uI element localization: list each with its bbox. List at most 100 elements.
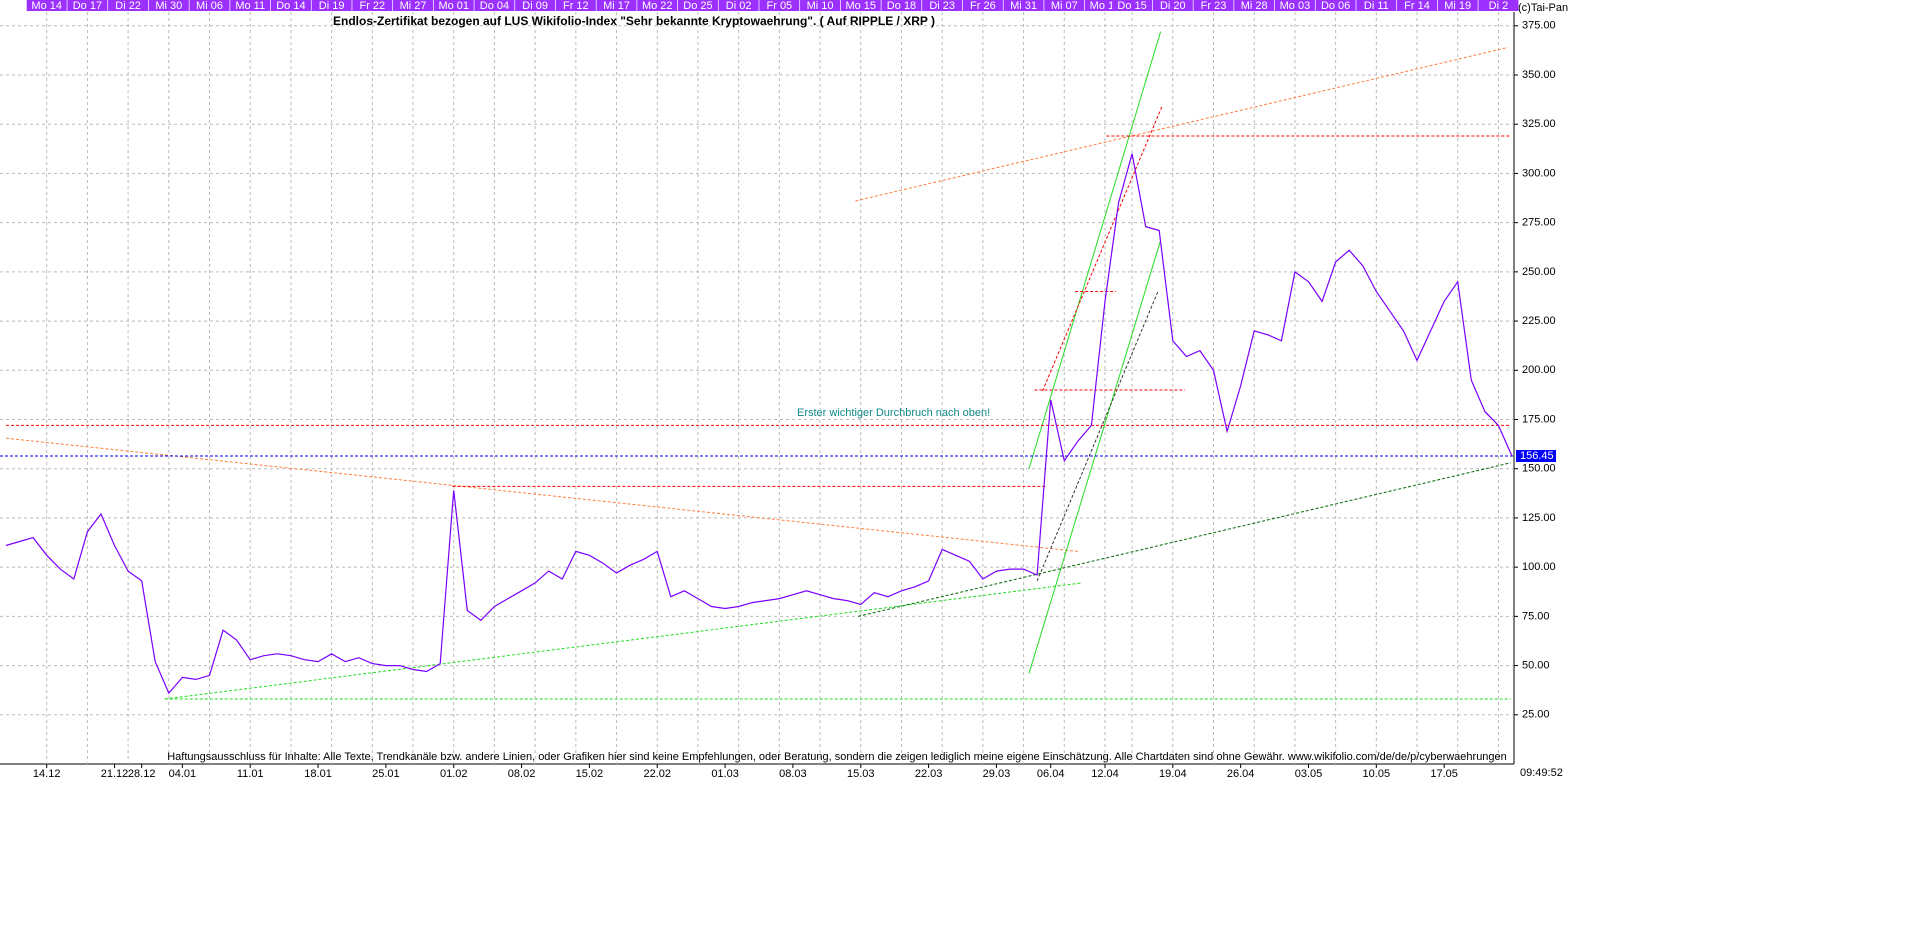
x-tick-label: 17.05 <box>1430 768 1458 780</box>
y-tick-label: 225.00 <box>1522 315 1556 327</box>
top-label: Mi 07 <box>1051 0 1078 12</box>
x-tick-label: 01.02 <box>440 768 468 780</box>
top-label: Do 04 <box>480 0 509 12</box>
x-tick-label: 28.12 <box>128 768 156 780</box>
marks <box>0 31 1514 700</box>
top-label-box <box>1356 0 1397 11</box>
trendline <box>1036 291 1159 582</box>
top-label: Mo 01 <box>438 0 469 12</box>
y-tick-label: 275.00 <box>1522 217 1556 229</box>
x-tick-label: 22.03 <box>915 768 943 780</box>
trendline <box>164 582 1082 700</box>
x-tick-label: 11.01 <box>237 768 264 780</box>
top-label-box <box>800 0 841 11</box>
top-label: Di 02 <box>726 0 752 12</box>
top-label-box <box>1234 0 1275 11</box>
footer: Haftungsausschluss für Inhalte: Alle Tex… <box>167 751 1507 763</box>
y-tick-label: 250.00 <box>1522 266 1556 278</box>
top-label: Di 23 <box>929 0 955 12</box>
price-line <box>5 153 1513 695</box>
top-label-box <box>718 0 759 11</box>
y-tick-label: 50.00 <box>1522 659 1550 671</box>
y-tick-label: 350.00 <box>1522 69 1556 81</box>
y-tick-label: 75.00 <box>1522 610 1550 622</box>
x-tick-label: 21.12 <box>101 768 129 780</box>
top-label: Mi 30 <box>155 0 182 12</box>
top-label: Mo 14 <box>31 0 62 12</box>
top-label: Mi 31 <box>1010 0 1037 12</box>
top-label: Mo 12 <box>1090 0 1121 12</box>
y-tick-label: 375.00 <box>1522 20 1556 32</box>
top-label-box <box>1084 0 1125 11</box>
x-tick-label: 26.04 <box>1227 768 1255 780</box>
top-label-box <box>1003 0 1044 11</box>
x-tick-label: 08.02 <box>508 768 536 780</box>
x-tick-label: 15.02 <box>576 768 604 780</box>
top-label-box <box>759 0 800 11</box>
top-label: Do 15 <box>1117 0 1146 12</box>
top-label: Fr 23 <box>1201 0 1227 12</box>
top-label: Fr 26 <box>970 0 996 12</box>
x-tick-label: 25.01 <box>372 768 400 780</box>
top-label: Fr 05 <box>767 0 793 12</box>
top-label: Mi 28 <box>1241 0 1268 12</box>
top-label: Di 11 <box>1364 0 1389 12</box>
chart-title: Endlos-Zertifikat bezogen auf LUS Wikifo… <box>333 14 935 28</box>
top-label: Mi 19 <box>1444 0 1471 12</box>
top-label: Mi 17 <box>603 0 630 12</box>
top-label-box <box>962 0 1003 11</box>
x-tick-label: 29.03 <box>983 768 1011 780</box>
top-label-box <box>433 0 474 11</box>
time-label: 09:49:52 <box>1520 767 1563 779</box>
grid <box>0 12 1518 768</box>
top-label-box <box>1112 0 1153 11</box>
top-label-box <box>474 0 515 11</box>
trendline <box>1028 240 1162 674</box>
top-label: Fr 22 <box>359 0 385 12</box>
trendline <box>1042 106 1163 392</box>
top-label: Do 17 <box>73 0 102 12</box>
top-label-box <box>1044 0 1085 11</box>
top-label: Di 2 <box>1489 0 1509 12</box>
top-label-box <box>148 0 189 11</box>
top-label: Fr 12 <box>563 0 589 12</box>
top-label-box <box>922 0 963 11</box>
top-label: Di 19 <box>319 0 345 12</box>
top-label-box <box>270 0 311 11</box>
top-label-box <box>189 0 230 11</box>
top-label: Fr 14 <box>1404 0 1430 12</box>
top-label-box <box>230 0 271 11</box>
last-price-label: 156.45 <box>1520 450 1554 462</box>
top-label-box <box>881 0 922 11</box>
trendline <box>857 462 1511 617</box>
top-label: Do 25 <box>683 0 712 12</box>
x-tick-label: 03.05 <box>1295 768 1323 780</box>
copyright: (c)Tai-Pan <box>1518 2 1568 14</box>
x-tick-label: 12.04 <box>1091 768 1119 780</box>
top-label-box <box>840 0 881 11</box>
x-tick-label: 18.01 <box>304 768 332 780</box>
top-label-box <box>26 0 67 11</box>
x-tick-label: 19.04 <box>1159 768 1187 780</box>
top-label: Di 22 <box>115 0 141 12</box>
x-tick-label: 06.04 <box>1037 768 1065 780</box>
y-tick-label: 300.00 <box>1522 167 1556 179</box>
top-label-box <box>1193 0 1234 11</box>
top-label-box <box>1152 0 1193 11</box>
x-tick-label: 10.05 <box>1363 768 1391 780</box>
top-label-box <box>677 0 718 11</box>
annotation: Erster wichtiger Durchbruch nach oben! <box>797 407 990 419</box>
top-label-box <box>67 0 108 11</box>
top-label-box <box>555 0 596 11</box>
trendline <box>855 46 1509 202</box>
top-label-box <box>311 0 352 11</box>
top-label-box <box>108 0 149 11</box>
x-tick-label: 14.12 <box>33 768 61 780</box>
top-label-box <box>352 0 393 11</box>
y-tick-label: 325.00 <box>1522 118 1556 130</box>
top-label-box <box>1437 0 1478 11</box>
y-tick-label: 175.00 <box>1522 413 1556 425</box>
top-label-box <box>1478 0 1519 11</box>
